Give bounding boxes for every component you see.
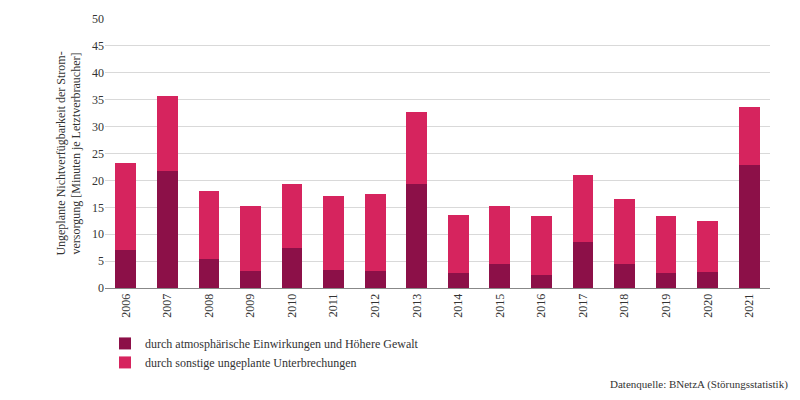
svg-text:Datenquelle: BNetzA (Störungss: Datenquelle: BNetzA (Störungsstatistik) xyxy=(610,378,788,391)
svg-text:2016: 2016 xyxy=(534,294,548,318)
svg-text:0: 0 xyxy=(98,281,104,295)
svg-text:50: 50 xyxy=(92,12,104,26)
svg-text:2006: 2006 xyxy=(119,294,133,318)
svg-text:15: 15 xyxy=(92,201,104,215)
svg-text:2012: 2012 xyxy=(368,294,382,318)
svg-text:durch sonstige ungeplante Unte: durch sonstige ungeplante Unterbrechunge… xyxy=(145,356,357,370)
svg-text:25: 25 xyxy=(92,147,104,161)
svg-text:2013: 2013 xyxy=(410,294,424,318)
svg-text:2015: 2015 xyxy=(493,294,507,318)
svg-text:10: 10 xyxy=(92,227,104,241)
svg-text:20: 20 xyxy=(92,174,104,188)
svg-text:2017: 2017 xyxy=(576,294,590,318)
svg-text:2014: 2014 xyxy=(451,294,465,318)
svg-text:2008: 2008 xyxy=(202,294,216,318)
svg-text:2011: 2011 xyxy=(326,294,340,318)
svg-text:45: 45 xyxy=(92,39,104,53)
svg-text:Ungeplante Nichtverfügbarkeit: Ungeplante Nichtverfügbarkeit der Strom-… xyxy=(54,51,84,255)
svg-text:2010: 2010 xyxy=(285,294,299,318)
svg-text:2021: 2021 xyxy=(742,294,756,318)
svg-text:2009: 2009 xyxy=(243,294,257,318)
svg-text:5: 5 xyxy=(98,254,104,268)
svg-text:2007: 2007 xyxy=(160,294,174,318)
svg-text:40: 40 xyxy=(92,66,104,80)
svg-text:2018: 2018 xyxy=(617,294,631,318)
svg-text:2020: 2020 xyxy=(701,294,715,318)
svg-text:2019: 2019 xyxy=(659,294,673,318)
svg-text:35: 35 xyxy=(92,93,104,107)
svg-text:durch atmosphärische Einwirkun: durch atmosphärische Einwirkungen und Hö… xyxy=(145,337,419,351)
svg-text:30: 30 xyxy=(92,120,104,134)
